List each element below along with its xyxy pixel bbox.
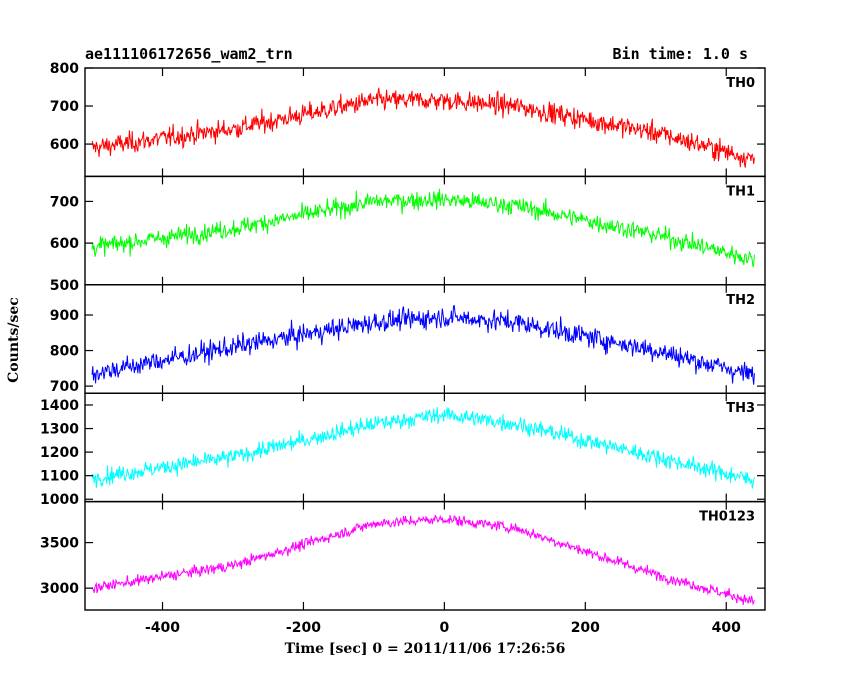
y-tick-label: 1100 bbox=[40, 469, 79, 485]
y-tick-label: 700 bbox=[50, 99, 79, 115]
x-tick-label: 200 bbox=[571, 620, 600, 636]
y-tick-label: 700 bbox=[50, 194, 79, 210]
panels-group: 600 700 800 TH0 500 600 700 TH1 700 800 900 TH2 1000… bbox=[40, 61, 766, 611]
panel-frame bbox=[84, 392, 766, 503]
panel-label-th0123: TH0123 bbox=[699, 510, 755, 525]
chart-title-left: ae111106172656_wam2_trn bbox=[85, 45, 293, 63]
y-tick-label: 500 bbox=[50, 278, 79, 294]
y-tick-label: 600 bbox=[50, 236, 79, 252]
series-line-th2 bbox=[91, 304, 755, 385]
y-tick-label: 3000 bbox=[40, 581, 79, 597]
y-tick-label: 700 bbox=[50, 379, 79, 395]
series-line-th0 bbox=[91, 87, 755, 168]
y-tick-label: 900 bbox=[50, 308, 79, 324]
series-line-th3 bbox=[91, 406, 755, 489]
y-axis-label: Counts/sec bbox=[6, 297, 22, 383]
chart-title-right: Bin time: 1.0 s bbox=[613, 45, 748, 63]
x-tick-label: -400 bbox=[145, 620, 180, 636]
panel-frame bbox=[84, 67, 766, 178]
x-tick-label: 0 bbox=[440, 620, 450, 636]
panel-th0123: 3000 3500 TH0123 bbox=[40, 500, 766, 611]
panel-th1: 500 600 700 TH1 bbox=[50, 175, 766, 294]
y-tick-label: 1300 bbox=[40, 422, 79, 438]
y-tick-label: 3500 bbox=[40, 536, 79, 552]
x-tick-label: 400 bbox=[712, 620, 741, 636]
y-tick-label: 1000 bbox=[40, 492, 79, 508]
y-tick-label: 600 bbox=[50, 137, 79, 153]
series-line-th0123 bbox=[91, 514, 755, 606]
panel-th2: 700 800 900 TH2 bbox=[50, 284, 766, 395]
panel-frame bbox=[84, 500, 766, 611]
y-tick-label: 1400 bbox=[40, 398, 79, 414]
series-line-th1 bbox=[91, 188, 755, 268]
panel-label-th1: TH1 bbox=[726, 184, 755, 199]
y-tick-label: 800 bbox=[50, 344, 79, 360]
x-tick-label: -200 bbox=[286, 620, 321, 636]
panel-th0: 600 700 800 TH0 bbox=[50, 61, 766, 178]
panel-frame bbox=[84, 284, 766, 394]
x-axis-label: Time [sec] 0 = 2011/11/06 17:26:56 bbox=[285, 641, 566, 657]
x-axis: -400 -200 0 200 400 bbox=[145, 620, 741, 636]
panel-th3: 1000 1100 1200 1300 1400 TH3 bbox=[40, 392, 766, 508]
y-tick-label: 800 bbox=[50, 61, 79, 77]
panel-label-th3: TH3 bbox=[726, 401, 755, 416]
panel-label-th0: TH0 bbox=[726, 76, 755, 91]
panel-label-th2: TH2 bbox=[726, 293, 755, 308]
y-tick-label: 1200 bbox=[40, 445, 79, 461]
